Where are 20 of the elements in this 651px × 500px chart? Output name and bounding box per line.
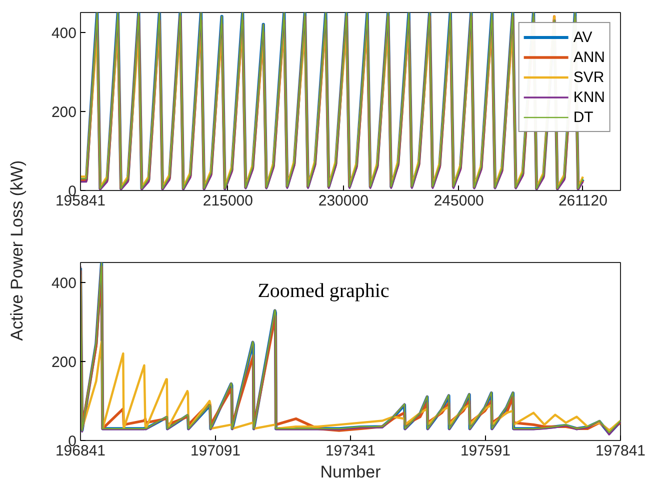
- x-tick-label: 261120: [558, 192, 608, 210]
- legend-label: AV: [573, 28, 594, 46]
- y-axis-title: Active Power Loss (kW): [8, 160, 26, 341]
- legend-label: KNN: [573, 88, 605, 106]
- legend-label: ANN: [573, 48, 605, 66]
- y-tick-label: 200: [51, 104, 77, 121]
- x-tick-label: 215000: [202, 192, 253, 210]
- annotation: Zoomed graphic: [258, 280, 390, 302]
- x-tick-label: 197341: [325, 442, 376, 460]
- legend-label: DT: [573, 108, 594, 126]
- y-tick-label: 400: [51, 24, 77, 42]
- x-tick-label: 197091: [190, 442, 241, 460]
- x-axis-title: Number: [320, 462, 382, 482]
- legend-label: SVR: [573, 68, 604, 86]
- x-tick-label: 230000: [318, 192, 368, 210]
- x-tick-label: 197591: [460, 442, 511, 460]
- x-tick-label: 197841: [595, 442, 646, 460]
- x-tick-label: 245000: [434, 192, 484, 210]
- y-tick-label: 400: [51, 274, 77, 292]
- y-tick-label: 200: [51, 354, 77, 371]
